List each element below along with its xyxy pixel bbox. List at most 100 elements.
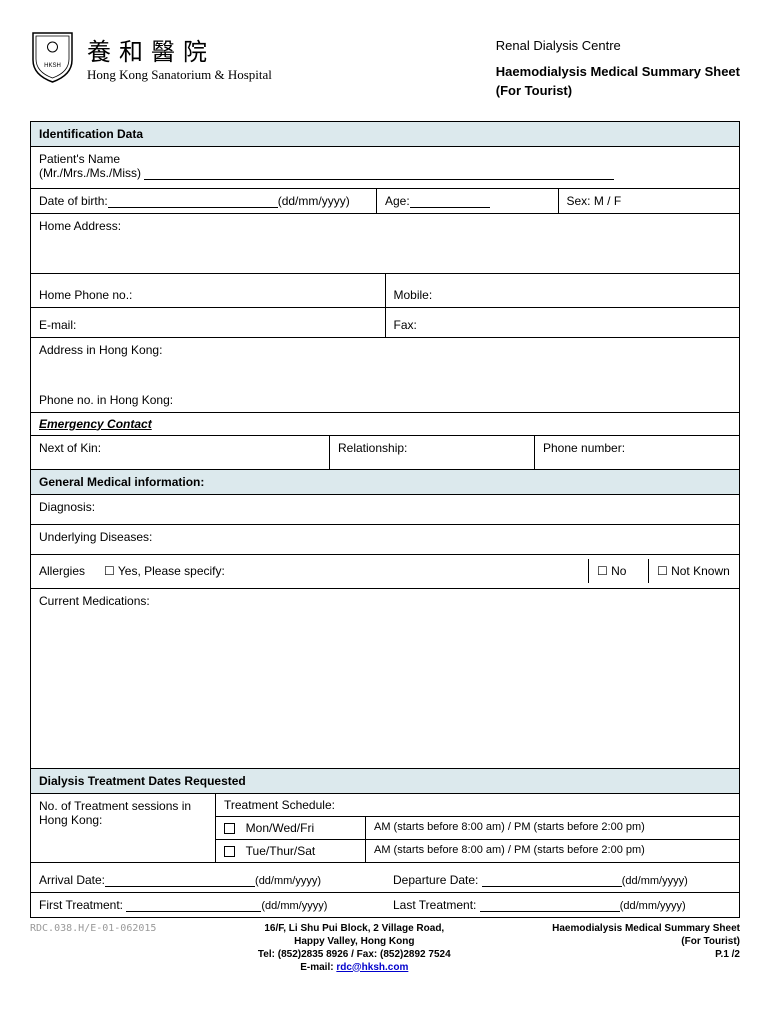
tts-cell[interactable]: Tue/Thur/Sat xyxy=(216,840,366,862)
home-address-label: Home Address: xyxy=(39,219,121,233)
phone-mobile-row: Home Phone no.: Mobile: xyxy=(31,274,739,308)
first-last-treatment-row: First Treatment: (dd/mm/yyyy) Last Treat… xyxy=(31,893,739,917)
footer-email-line: E-mail: rdc@hksh.com xyxy=(156,961,552,974)
pm-label: PM (starts before 2:00 pm) xyxy=(514,821,645,833)
sessions-cell: No. of Treatment sessions in Hong Kong: xyxy=(31,794,216,862)
mwf-time-cell: AM (starts before 8:00 am) / PM (starts … xyxy=(366,817,739,839)
footer-right: Haemodialysis Medical Summary Sheet (For… xyxy=(552,922,740,974)
emergency-contact-header: Emergency Contact xyxy=(31,413,739,436)
centre-name: Renal Dialysis Centre xyxy=(496,36,740,56)
hospital-shield-icon: HKSH xyxy=(30,30,75,85)
slash2: / xyxy=(505,844,514,856)
dob-age-sex-row: Date of birth:(dd/mm/yyyy) Age: Sex: M /… xyxy=(31,189,739,214)
allergies-no-cell[interactable]: ☐ No xyxy=(589,559,649,583)
emergency-row: Next of Kin: Relationship: Phone number: xyxy=(31,436,739,470)
checkbox-icon[interactable] xyxy=(224,846,235,857)
tts-label: Tue/Thur/Sat xyxy=(246,844,316,858)
sex-cell: Sex: M / F xyxy=(559,189,740,213)
first-fmt: (dd/mm/yyyy) xyxy=(261,900,327,912)
email-fax-row: E-mail: Fax: xyxy=(31,308,739,338)
section-general-medical: General Medical information: xyxy=(31,470,739,495)
slash: / xyxy=(505,821,514,833)
home-address-cell: Home Address: xyxy=(31,214,739,274)
first-treat-input[interactable] xyxy=(126,899,261,912)
sex-label: Sex: M / F xyxy=(567,194,622,208)
last-treatment-cell: Last Treatment: (dd/mm/yyyy) xyxy=(385,893,739,917)
age-label: Age: xyxy=(385,194,410,208)
underlying-cell: Underlying Diseases: xyxy=(31,525,739,555)
arrival-input[interactable] xyxy=(105,874,255,887)
arrival-cell: Arrival Date: (dd/mm/yyyy) xyxy=(31,863,385,892)
tts-time-cell: AM (starts before 8:00 am) / PM (starts … xyxy=(366,840,739,862)
document-id: RDC.038.H/E-01-062015 xyxy=(30,922,156,974)
patient-name-row: Patient's Name (Mr./Mrs./Ms./Miss) xyxy=(31,147,739,189)
schedule-block: No. of Treatment sessions in Hong Kong: … xyxy=(31,794,739,863)
mwf-cell[interactable]: Mon/Wed/Fri xyxy=(216,817,366,839)
dob-label: Date of birth: xyxy=(39,194,108,208)
current-meds-cell: Current Medications: xyxy=(31,589,739,769)
checkbox-icon[interactable] xyxy=(224,823,235,834)
phone-number-cell: Phone number: xyxy=(535,436,739,469)
page-header: HKSH 養和醫院 Hong Kong Sanatorium & Hospita… xyxy=(30,30,740,101)
last-treat-input[interactable] xyxy=(480,899,620,912)
departure-cell: Departure Date: (dd/mm/yyyy) xyxy=(385,863,739,892)
hospital-name-english: Hong Kong Sanatorium & Hospital xyxy=(87,67,272,83)
addr-hk-label: Address in Hong Kong: xyxy=(39,343,731,357)
document-title-block: Renal Dialysis Centre Haemodialysis Medi… xyxy=(496,30,740,101)
logo-text: 養和醫院 Hong Kong Sanatorium & Hospital xyxy=(87,32,272,83)
document-subtitle: (For Tourist) xyxy=(496,81,740,101)
fax-cell: Fax: xyxy=(386,308,740,337)
arrival-departure-row: Arrival Date: (dd/mm/yyyy) Departure Date… xyxy=(31,863,739,893)
footer-address: 16/F, Li Shu Pui Block, 2 Village Road, … xyxy=(156,922,552,974)
next-kin-cell: Next of Kin: xyxy=(31,436,330,469)
dob-input[interactable] xyxy=(108,195,278,208)
form-table: Identification Data Patient's Name (Mr./… xyxy=(30,121,740,918)
am-label2: AM (starts before 8:00 am) xyxy=(374,844,505,856)
first-treat-label: First Treatment: xyxy=(39,898,123,912)
age-input[interactable] xyxy=(410,195,490,208)
am-label: AM (starts before 8:00 am) xyxy=(374,821,505,833)
schedule-mwf-row: Mon/Wed/Fri AM (starts before 8:00 am) /… xyxy=(216,817,739,840)
footer-title1: Haemodialysis Medical Summary Sheet xyxy=(552,922,740,935)
hospital-name-chinese: 養和醫院 xyxy=(87,32,272,67)
footer-email-link[interactable]: rdc@hksh.com xyxy=(336,962,408,973)
relationship-cell: Relationship: xyxy=(330,436,535,469)
logo-block: HKSH 養和醫院 Hong Kong Sanatorium & Hospita… xyxy=(30,30,272,85)
arrival-label: Arrival Date: xyxy=(39,873,105,887)
phone-hk-label: Phone no. in Hong Kong: xyxy=(39,393,173,407)
hk-address-cell: Address in Hong Kong: Phone no. in Hong … xyxy=(31,338,739,413)
mwf-label: Mon/Wed/Fri xyxy=(246,821,314,835)
allergies-row: Allergies ☐ Yes, Please specify: ☐ No ☐ … xyxy=(31,555,739,589)
patient-name-input[interactable] xyxy=(144,167,614,180)
departure-input[interactable] xyxy=(482,874,622,887)
patient-name-sub: (Mr./Mrs./Ms./Miss) xyxy=(39,166,141,180)
svg-text:HKSH: HKSH xyxy=(44,63,61,69)
page-footer: RDC.038.H/E-01-062015 16/F, Li Shu Pui B… xyxy=(30,922,740,974)
age-cell: Age: xyxy=(377,189,559,213)
current-meds-label: Current Medications: xyxy=(39,594,150,608)
allergies-yes-cell[interactable]: ☐ Yes, Please specify: xyxy=(96,559,589,583)
document-title: Haemodialysis Medical Summary Sheet xyxy=(496,62,740,82)
footer-tel: Tel: (852)2835 8926 / Fax: (852)2892 752… xyxy=(156,948,552,961)
mobile-cell: Mobile: xyxy=(386,274,740,307)
departure-fmt: (dd/mm/yyyy) xyxy=(622,875,688,887)
section-identification: Identification Data xyxy=(31,122,739,147)
pm-label2: PM (starts before 2:00 pm) xyxy=(514,844,645,856)
footer-title2: (For Tourist) xyxy=(552,935,740,948)
patient-name-label: Patient's Name xyxy=(39,152,731,166)
footer-addr2: Happy Valley, Hong Kong xyxy=(156,935,552,948)
arrival-fmt: (dd/mm/yyyy) xyxy=(255,875,321,887)
last-treat-label: Last Treatment: xyxy=(393,898,476,912)
diagnosis-cell: Diagnosis: xyxy=(31,495,739,525)
departure-label: Departure Date: xyxy=(393,873,478,887)
section-dialysis-dates: Dialysis Treatment Dates Requested xyxy=(31,769,739,794)
footer-page: P.1 /2 xyxy=(552,948,740,961)
email-cell: E-mail: xyxy=(31,308,386,337)
allergies-notknown-cell[interactable]: ☐ Not Known xyxy=(649,559,739,583)
footer-addr1: 16/F, Li Shu Pui Block, 2 Village Road, xyxy=(156,922,552,935)
allergies-label: Allergies xyxy=(31,559,96,583)
schedule-tts-row: Tue/Thur/Sat AM (starts before 8:00 am) … xyxy=(216,840,739,862)
footer-email-label: E-mail: xyxy=(300,962,336,973)
schedule-right: Treatment Schedule: Mon/Wed/Fri AM (star… xyxy=(216,794,739,862)
treatment-schedule-label: Treatment Schedule: xyxy=(216,794,739,817)
